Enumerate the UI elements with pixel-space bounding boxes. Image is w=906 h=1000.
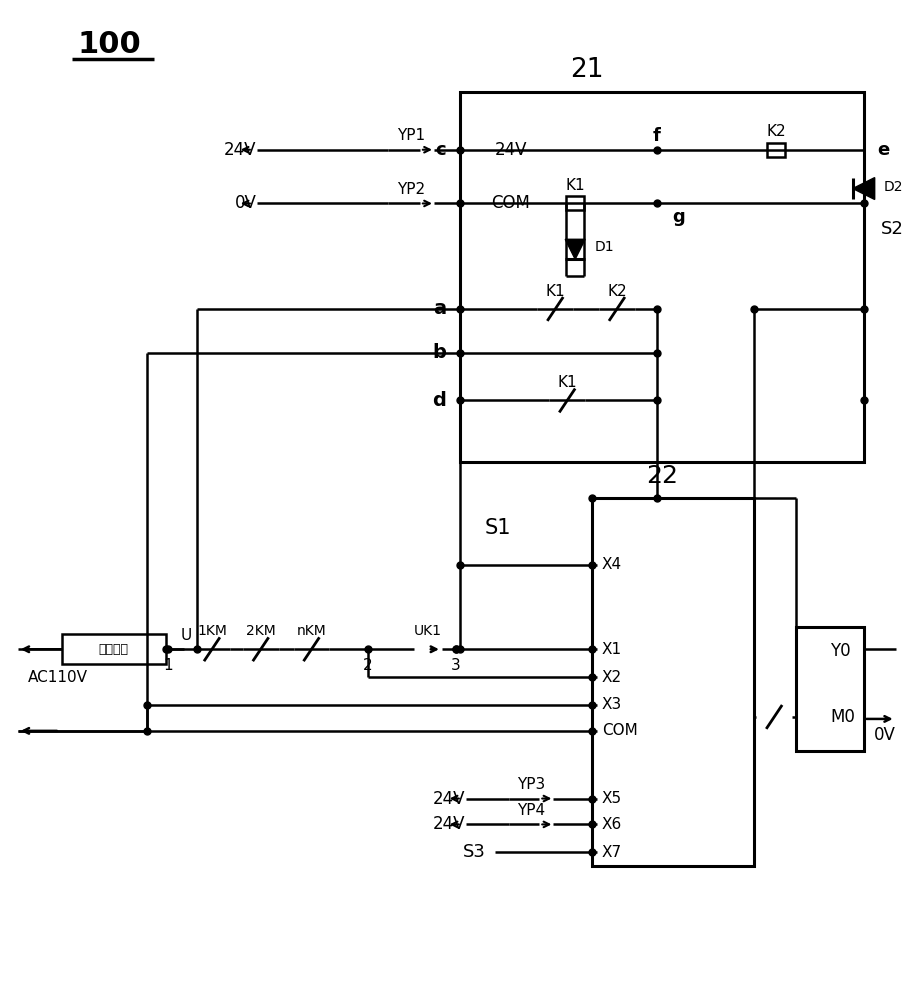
Text: AC110V: AC110V [28,670,88,685]
Text: X3: X3 [602,697,622,712]
Text: 24V: 24V [225,141,256,159]
Text: 24V: 24V [433,815,466,833]
Text: X2: X2 [602,670,622,685]
Text: 1KM: 1KM [197,624,226,638]
Text: U: U [180,628,192,643]
Text: YP1: YP1 [397,128,425,143]
Text: K1: K1 [545,284,565,299]
Text: b: b [432,343,446,362]
Polygon shape [565,239,585,259]
Text: K1: K1 [557,375,577,390]
Text: X5: X5 [602,791,622,806]
Text: D1: D1 [595,240,614,254]
Text: e: e [878,141,890,159]
Text: X7: X7 [602,845,622,860]
Text: X1: X1 [602,642,622,657]
Text: X6: X6 [602,817,622,832]
Text: K1: K1 [565,178,585,193]
Bar [796,627,863,751]
Text: f: f [653,127,660,145]
Text: 0V: 0V [235,194,256,212]
Text: S1: S1 [485,518,511,538]
Text: 0V: 0V [873,726,896,744]
Text: D2: D2 [883,180,903,194]
Text: YP2: YP2 [397,182,425,197]
Text: 3: 3 [451,658,460,673]
Text: S2: S2 [881,220,903,238]
Text: nKM: nKM [296,624,326,638]
Text: COM: COM [602,723,638,738]
Text: YP4: YP4 [517,803,545,818]
Text: UK1: UK1 [414,624,442,638]
Text: a: a [433,299,446,318]
Text: 24V: 24V [495,141,527,159]
Text: g: g [672,208,686,226]
Bar [566,196,584,210]
Text: YP3: YP3 [517,777,545,792]
Bar [767,143,786,157]
Bar [62,634,166,664]
Polygon shape [853,178,874,199]
Text: COM: COM [492,194,530,212]
Text: K2: K2 [607,284,627,299]
Text: d: d [432,391,446,410]
Text: 2: 2 [363,658,373,673]
Text: S3: S3 [463,843,486,861]
Text: 1: 1 [163,658,173,673]
Text: 100: 100 [78,30,141,59]
Text: c: c [435,141,446,159]
Bar [593,498,755,866]
Text: M0: M0 [830,708,854,726]
Text: K2: K2 [766,124,786,139]
Text: 22: 22 [646,464,678,488]
Text: 2KM: 2KM [246,624,275,638]
Bar [459,92,863,462]
Text: 24V: 24V [433,790,466,808]
Text: X4: X4 [602,557,622,572]
Text: 安全回路: 安全回路 [99,643,129,656]
Text: Y0: Y0 [830,642,851,660]
Text: 21: 21 [571,57,604,83]
